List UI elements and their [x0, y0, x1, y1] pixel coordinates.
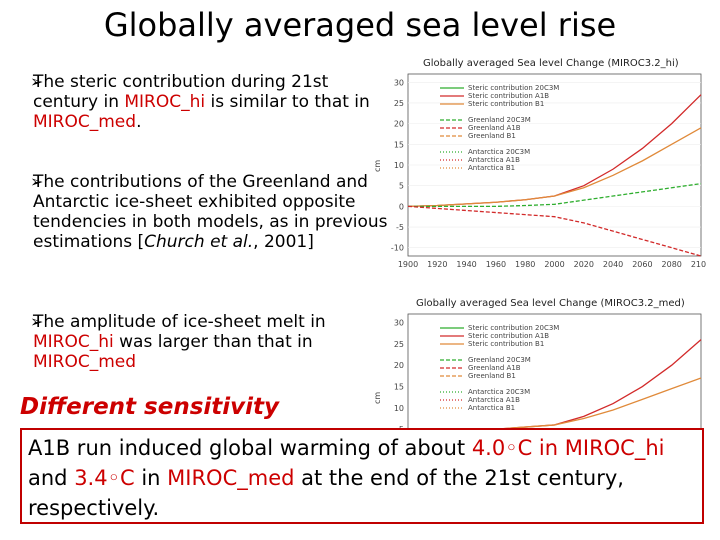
series-line — [407, 127, 702, 208]
x-tick-label: 2080 — [662, 260, 682, 269]
legend-label: Antarctica B1 — [468, 164, 515, 172]
y-tick-label: 10 — [394, 161, 404, 170]
legend-label: Antarctica 20C3M — [468, 388, 530, 396]
legend-label: Greenland A1B — [468, 124, 521, 132]
x-tick-label: 1980 — [515, 260, 535, 269]
legend-label: Steric contribution 20C3M — [468, 324, 559, 332]
arrow-bullet-icon: ➢ — [30, 312, 44, 331]
x-ticks: 1900 1920 1940 1960 1980 2000 2020 2040 2060 2080… — [398, 260, 706, 269]
y-tick-label: 20 — [394, 120, 404, 129]
chart-miroc-hi: Globally averaged Sea level Change (MIRO… — [368, 52, 706, 270]
bullet-steric: ➢ The steric contribution during 21st ce… — [30, 72, 370, 132]
different-sensitivity-heading: Different sensitivity — [20, 394, 280, 420]
legend-label: Greenland 20C3M — [468, 116, 531, 124]
y-ticks: 30 25 20 15 10 5 0 -5 -10 — [391, 78, 404, 252]
bullet-icesheet: ➢ The contributions of the Greenland and… — [30, 172, 388, 252]
x-tick-label: 1920 — [427, 260, 447, 269]
y-tick-label: -10 — [391, 244, 404, 253]
series-lines — [407, 94, 702, 257]
legend-label: Steric contribution 20C3M — [468, 84, 559, 92]
conclusion-box: A1B run induced global warming of about … — [20, 428, 704, 524]
x-tick-label: 2020 — [574, 260, 594, 269]
plot-frame — [407, 313, 702, 442]
x-tick-label: 1960 — [486, 260, 506, 269]
chart-hi-svg: Globally averaged Sea level Change (MIRO… — [373, 58, 706, 269]
y-tick-label: 15 — [394, 383, 404, 392]
x-tick-label: 2060 — [632, 260, 652, 269]
x-tick-label: 2040 — [603, 260, 623, 269]
arrow-bullet-icon: ➢ — [30, 172, 44, 191]
y-axis-label: cm — [373, 392, 382, 404]
x-tick-label: 2000 — [544, 260, 564, 269]
x-tick-label: 2100 — [691, 260, 706, 269]
chart-title: Globally averaged Sea level Change (MIRO… — [423, 58, 679, 69]
y-tick-label: 25 — [394, 340, 404, 349]
legend-label: Steric contribution A1B — [468, 332, 549, 340]
legend-label: Steric contribution A1B — [468, 92, 549, 100]
chart-title: Globally averaged Sea level Change (MIRO… — [416, 298, 685, 309]
y-tick-label: 5 — [399, 182, 404, 191]
arrow-bullet-icon: ➢ — [30, 72, 44, 91]
legend-label: Steric contribution B1 — [468, 100, 544, 108]
series-line — [408, 182, 702, 208]
y-tick-label: 10 — [394, 404, 404, 413]
y-tick-label: 20 — [394, 361, 404, 370]
y-tick-label: 15 — [394, 140, 404, 149]
legend-label: Antarctica 20C3M — [468, 148, 530, 156]
x-tick-label: 1900 — [398, 260, 418, 269]
legend-label: Antarctica A1B — [468, 396, 520, 404]
series-line — [407, 205, 702, 257]
bullet-amplitude: ➢ The amplitude of ice-sheet melt in MIR… — [30, 312, 326, 372]
legend-label: Greenland B1 — [468, 372, 516, 380]
slide-title: Globally averaged sea level rise — [103, 6, 617, 44]
legend-label: Antarctica A1B — [468, 156, 520, 164]
y-tick-label: -5 — [396, 223, 404, 232]
legend-label: Greenland B1 — [468, 132, 516, 140]
legend-label: Antarctica B1 — [468, 404, 515, 412]
legend-label: Greenland 20C3M — [468, 356, 531, 364]
x-tick-label: 1940 — [456, 260, 476, 269]
y-tick-label: 30 — [394, 319, 404, 328]
chart-med-svg: Globally averaged Sea level Change (MIRO… — [373, 298, 702, 442]
y-tick-label: 0 — [399, 202, 404, 211]
chart-miroc-med: Globally averaged Sea level Change (MIRO… — [368, 292, 706, 442]
y-tick-label: 30 — [394, 78, 404, 87]
grid — [408, 81, 701, 249]
legend-label: Greenland A1B — [468, 364, 521, 372]
legend-label: Steric contribution B1 — [468, 340, 544, 348]
y-axis-label: cm — [373, 160, 382, 172]
y-tick-label: 25 — [394, 99, 404, 108]
